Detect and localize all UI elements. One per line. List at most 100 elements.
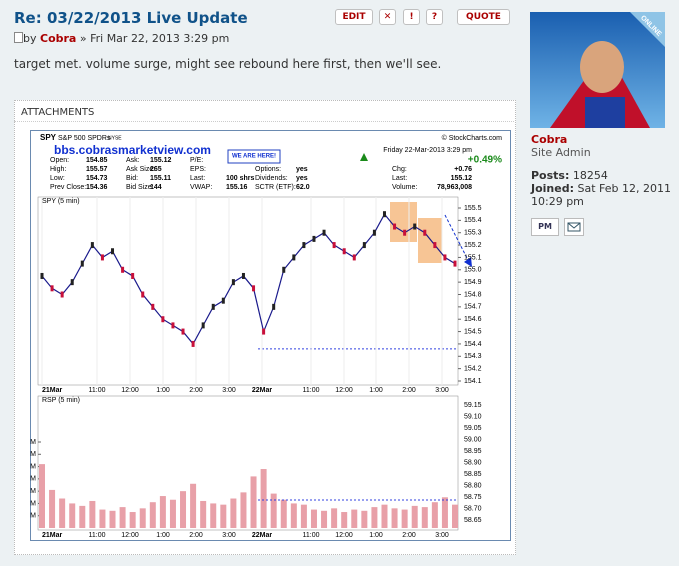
- volume-bar: [200, 500, 207, 528]
- post-title[interactable]: Re: 03/22/2013 Live Update: [14, 9, 248, 27]
- y2-tick-label: 2M: [30, 500, 36, 507]
- quote-label: Low:: [50, 175, 65, 182]
- quote-label: Ask:: [126, 157, 140, 164]
- edit-button[interactable]: EDIT: [335, 9, 373, 25]
- volume-bar: [391, 508, 398, 528]
- summary-value: 155.12: [451, 175, 473, 182]
- datetime: Friday 22-Mar-2013 3:29 pm: [383, 147, 472, 154]
- volume-bar: [441, 497, 448, 528]
- x-tick-label: 1:00: [156, 387, 170, 394]
- x-tick-label: 11:00: [303, 387, 320, 394]
- x-tick-label: 2:00: [402, 387, 416, 394]
- price-candle: [312, 235, 316, 242]
- byline: by Cobra » Fri Mar 22, 2013 3:29 pm: [14, 32, 229, 45]
- price-candle: [443, 254, 447, 261]
- y3-tick-label: 58.85: [464, 471, 482, 478]
- price-candle: [272, 303, 276, 310]
- change-pct: +0.49%: [468, 155, 502, 166]
- posts: Posts: 18254: [531, 169, 608, 182]
- symbol-name: S&P 500 SPDRs: [58, 135, 111, 142]
- y3-tick-label: 58.95: [464, 448, 482, 455]
- price-candle: [171, 322, 175, 329]
- x-tick-label: 12:00: [121, 387, 139, 394]
- quote-value: 155.16: [226, 184, 248, 191]
- price-candle: [70, 279, 74, 286]
- y-tick-label: 155.4: [464, 217, 482, 224]
- post-icon: [14, 32, 23, 43]
- volume-bar: [452, 504, 458, 528]
- y3-tick-label: 58.80: [464, 482, 482, 489]
- price-candle: [100, 254, 104, 261]
- x-tick-label: 2:00: [189, 532, 203, 539]
- summary-value: 78,963,008: [437, 184, 472, 191]
- volume-bar: [310, 509, 317, 528]
- price-candle: [453, 260, 457, 267]
- volume-bar: [139, 508, 146, 528]
- price-candle: [413, 223, 417, 230]
- y-tick-label: 154.3: [464, 353, 482, 360]
- quote-value: 62.0: [296, 184, 310, 191]
- price-candle: [201, 322, 205, 329]
- info-button[interactable]: ?: [426, 9, 443, 25]
- volume-bar: [321, 510, 328, 528]
- volume-bar: [250, 476, 257, 528]
- note: WE ARE HERE!: [232, 154, 276, 160]
- y2-tick-label: 1M: [30, 513, 36, 520]
- price-candle: [393, 223, 397, 230]
- x-tick-label: 22Mar: [252, 387, 273, 394]
- volume-bar: [260, 469, 267, 528]
- delete-button[interactable]: ✕: [379, 9, 396, 25]
- y3-tick-label: 58.75: [464, 494, 482, 501]
- y-tick-label: 155.0: [464, 267, 482, 274]
- watermark: bbs.cobrasmarketview.com: [54, 143, 211, 157]
- price-candle: [181, 328, 185, 335]
- x-tick-label: 12:00: [335, 532, 353, 539]
- y-tick-label: 154.8: [464, 291, 482, 298]
- quote-value: yes: [296, 166, 308, 173]
- summary-label: Chg:: [392, 166, 407, 173]
- x-tick-label: 22Mar: [252, 532, 273, 539]
- quote-label: Prev Close:: [50, 184, 86, 191]
- credit: © StockCharts.com: [442, 134, 503, 142]
- report-button[interactable]: !: [403, 9, 420, 25]
- y2-tick-label: 6M: [30, 451, 36, 458]
- x-tick-label: 1:00: [369, 387, 383, 394]
- price-candle: [362, 242, 366, 249]
- quote-button[interactable]: QUOTE: [457, 9, 510, 25]
- x-tick-label: 12:00: [121, 532, 139, 539]
- y-tick-label: 154.7: [464, 304, 482, 311]
- y-tick-label: 155.2: [464, 242, 482, 249]
- x-tick-label: 11:00: [89, 532, 106, 539]
- y3-tick-label: 58.70: [464, 505, 482, 512]
- avatar: ONLINE: [530, 12, 665, 128]
- posts-label: Posts:: [531, 169, 570, 182]
- author[interactable]: Cobra: [40, 32, 77, 45]
- quote-label: Dividends:: [255, 175, 288, 182]
- x-tick-label: 21Mar: [42, 532, 63, 539]
- quote-label: EPS:: [190, 166, 206, 173]
- x-tick-label: 1:00: [156, 532, 170, 539]
- volume-bar: [431, 502, 438, 528]
- y-tick-label: 155.1: [464, 254, 482, 261]
- price-candle: [151, 303, 155, 310]
- y-tick-label: 154.9: [464, 279, 482, 286]
- symbol: SPY: [40, 133, 57, 142]
- price-candle: [433, 242, 437, 249]
- quote-label: SCTR (ETF):: [255, 184, 296, 191]
- quote-label: Ask Size:: [126, 166, 155, 173]
- volume-bar: [190, 483, 197, 528]
- x-tick-label: 1:00: [369, 532, 383, 539]
- price-candle: [302, 242, 306, 249]
- profile-name[interactable]: Cobra: [531, 133, 568, 146]
- price-candle: [332, 242, 336, 249]
- price-candle: [191, 340, 195, 347]
- post-body: target met. volume surge, might see rebo…: [14, 57, 442, 71]
- price-candle: [322, 229, 326, 236]
- y3-tick-label: 59.00: [464, 436, 482, 443]
- joined: Joined: Sat Feb 12, 2011 10:29 pm: [531, 182, 671, 208]
- email-button[interactable]: [564, 218, 584, 236]
- pm-button[interactable]: PM: [531, 218, 559, 236]
- volume-bar: [39, 464, 45, 528]
- x-tick-label: 21Mar: [42, 387, 63, 394]
